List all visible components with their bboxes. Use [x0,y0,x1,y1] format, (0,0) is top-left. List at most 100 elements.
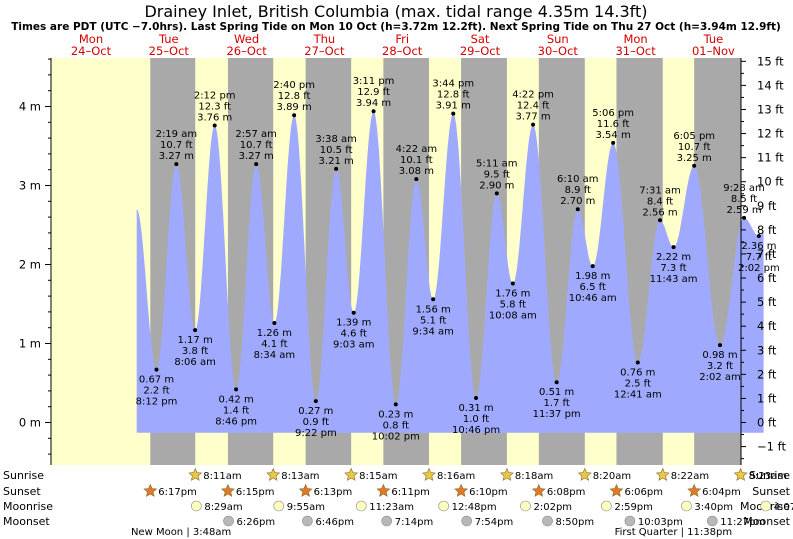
tide-point [334,166,339,171]
tide-label: 10.7 ft [678,142,711,153]
tide-label: 2.59 m [726,205,761,216]
tide-label: 4:22 am [396,144,438,155]
tide-label: 3.21 m [319,156,354,167]
moonset-time: 11:27pm [720,517,765,528]
right-tick-label: 5 ft [757,295,777,309]
day-name-label: Thu [313,32,336,46]
left-tick-label: 1 m [19,337,41,351]
right-tick-label: 2 ft [757,367,777,381]
moonset-moon-icon [223,515,234,527]
tide-label: 1.4 ft [223,405,249,416]
right-tick-label: 10 ft [757,175,784,189]
tide-point [234,387,239,392]
tide-label: 8:06 am [174,357,216,368]
tide-label: 4.6 ft [341,329,367,340]
moonrise-moon-icon [601,500,612,512]
tide-label: 3.08 m [399,166,434,177]
tide-label: 0.8 ft [383,420,409,431]
moonrise-time: 2:59pm [614,502,653,513]
day-date-label: 27–Oct [304,44,345,58]
tide-point [393,402,398,407]
day-date-label: 26–Oct [226,44,267,58]
tide-point [510,281,515,286]
tide-label: 2.2 ft [143,386,169,397]
right-tick-label: 8 ft [757,223,777,237]
tide-point [414,177,419,182]
tide-label: 3.27 m [239,151,274,162]
tide-label: 8.4 ft [647,196,673,207]
tide-point [154,367,159,372]
tide-label: 0.51 m [539,387,574,398]
sunrise-star-icon [188,467,203,481]
tide-point [611,140,616,145]
tide-label: 5.8 ft [500,299,526,310]
tide-label: 0.98 m [702,350,737,361]
tide-point [474,396,479,401]
sunset-star-icon [376,483,391,497]
day-name-label: Mon [79,32,103,46]
moonrise-time: 4:07pm [774,502,793,513]
sunrise-time: 8:15am [359,471,397,482]
tide-point [756,234,761,239]
day-name-label: Fri [395,32,409,46]
astronomy-rows: SunriseSunriseSunsetSunsetMoonriseMoonri… [3,467,793,538]
row-label-right: Sunset [752,485,790,498]
tide-label: 6:05 pm [673,131,715,142]
tide-label: 1.7 ft [543,398,569,409]
sunset-time: 6:10pm [469,487,508,498]
moonrise-time: 11:23am [369,502,414,513]
tide-label: 8.9 ft [565,185,591,196]
tide-label: 2:19 am [156,129,198,140]
tide-label: 10.1 ft [400,155,433,166]
tide-point [590,264,595,269]
moonrise-time: 12:48pm [452,502,497,513]
tide-label: 1.56 m [416,304,451,315]
moonrise-time: 8:29am [204,502,242,513]
right-tick-label: 15 ft [757,54,784,68]
row-label-left: Sunset [3,485,41,498]
tide-label: 12.4 ft [517,101,550,112]
tide-point [254,162,259,167]
tide-label: 7:31 am [639,185,681,196]
sunset-star-icon [220,483,235,497]
moonset-time: 10:03pm [638,517,683,528]
tide-label: 2:40 pm [273,80,315,91]
tide-point [431,297,436,302]
moonset-time: 8:50pm [556,517,595,528]
tide-point [193,328,198,333]
moonset-time: 6:46pm [315,517,354,528]
tide-label: 2.22 m [656,252,691,263]
moonrise-moon-icon [355,500,367,512]
tide-label: 3.25 m [677,153,712,164]
tide-label: 0.27 m [298,406,333,417]
tide-label: 10.5 ft [320,145,353,156]
tide-label: 12.8 ft [278,91,311,102]
tide-label: 10.7 ft [240,140,273,151]
tide-label: 10:02 pm [372,431,420,442]
tide-point [718,343,723,348]
tide-label: 3:44 pm [432,79,474,90]
sunrise-star-icon [733,467,748,481]
day-date-label: 24–Oct [71,44,112,58]
sunset-star-icon [143,483,158,497]
day-name-label: Sun [547,32,569,46]
tide-label: 9:03 am [333,340,375,351]
moonrise-time: 3:40pm [694,502,733,513]
tide-label: 12:41 am [614,389,662,400]
moonrise-moon-icon [520,500,531,512]
moon-phase-label: First Quarter | 11:38pm [615,527,733,538]
tide-point [554,380,559,385]
tide-label: 3.8 ft [182,346,208,357]
tide-label: 3.91 m [436,101,471,112]
tide-label: 4.1 ft [261,339,287,350]
tide-label: 9:34 am [412,326,454,337]
day-name-label: Mon [623,32,647,46]
sunset-star-icon [687,483,702,497]
day-date-label: 01–Nov [692,44,735,58]
tide-label: 0.42 m [219,394,254,405]
right-tick-label: 4 ft [757,319,777,333]
tide-label: 1.98 m [575,271,610,282]
tide-label: 0.67 m [139,375,174,386]
tide-label: 5:06 pm [592,108,634,119]
moonset-moon-icon [381,515,393,527]
